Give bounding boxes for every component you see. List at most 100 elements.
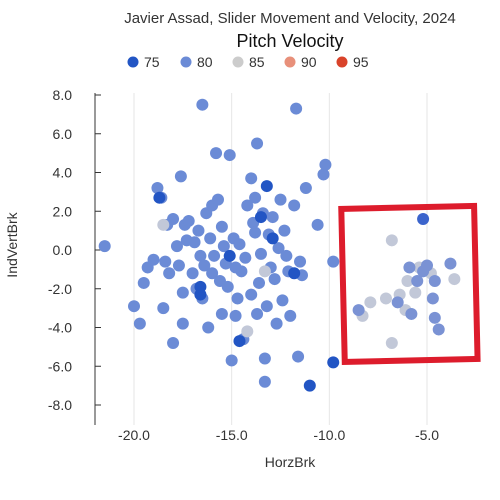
data-point: [223, 149, 236, 162]
data-point: [239, 251, 252, 264]
data-point: [233, 335, 246, 348]
data-point: [202, 321, 215, 334]
data-points: [98, 98, 461, 392]
data-point: [401, 275, 414, 287]
data-point: [303, 379, 316, 392]
data-point: [270, 317, 283, 330]
data-point: [385, 234, 398, 247]
data-point: [229, 309, 242, 322]
y-tick-label: -8.0: [48, 397, 72, 413]
data-point: [258, 265, 271, 278]
data-point: [280, 249, 293, 262]
data-point: [417, 213, 430, 225]
legend-label: 80: [197, 54, 213, 70]
data-point: [241, 199, 254, 212]
data-point: [153, 191, 166, 204]
legend-title: Pitch Velocity: [236, 31, 343, 51]
data-point: [151, 182, 164, 194]
data-point: [157, 218, 170, 231]
axes: 8.0 6.0 4.0 2.0 0.0 -2.0 -4.0 -6.0 -8.0 -20.0 -15.…: [48, 87, 439, 443]
data-point: [208, 249, 221, 262]
data-point: [245, 172, 258, 185]
data-point: [186, 267, 199, 280]
data-point: [249, 191, 262, 204]
y-tick-label: -6.0: [48, 358, 72, 374]
data-point: [274, 193, 287, 206]
y-tick-label: 2.0: [53, 203, 73, 219]
data-point: [133, 317, 146, 330]
data-point: [254, 247, 267, 260]
data-point: [210, 147, 223, 160]
legend-label: 75: [144, 54, 160, 70]
data-point: [194, 249, 207, 262]
x-tick-label: -10.0: [313, 427, 345, 443]
data-point: [428, 275, 441, 287]
data-point: [258, 352, 271, 365]
data-point: [288, 267, 301, 280]
data-point: [159, 255, 172, 268]
data-point: [204, 232, 217, 245]
data-point: [411, 275, 424, 287]
data-point: [251, 307, 264, 320]
chart-title: Javier Assad, Slider Movement and Veloci…: [124, 10, 456, 27]
data-point: [147, 253, 160, 266]
data-point: [266, 211, 279, 224]
legend-label: 90: [301, 54, 317, 70]
data-point: [188, 236, 201, 249]
data-point: [241, 325, 254, 338]
legend-marker: [284, 56, 296, 68]
data-point: [284, 309, 297, 322]
data-point: [229, 261, 242, 274]
y-tick-label: 0.0: [53, 242, 73, 258]
x-tick-label: -5.0: [415, 427, 439, 443]
data-point: [444, 257, 457, 270]
data-point: [211, 193, 224, 206]
y-axis-title: IndVertBrk: [4, 211, 20, 277]
data-point: [254, 211, 267, 224]
data-point: [163, 267, 176, 280]
data-point: [327, 356, 340, 369]
data-point: [167, 213, 180, 225]
data-point: [157, 302, 170, 315]
data-point: [217, 240, 230, 253]
data-point: [223, 249, 236, 262]
data-point: [379, 292, 392, 305]
data-point: [290, 102, 303, 115]
data-point: [299, 182, 312, 194]
data-point: [432, 323, 445, 336]
data-point: [405, 307, 418, 320]
data-point: [196, 98, 209, 111]
data-point: [311, 218, 324, 231]
data-point: [206, 267, 219, 280]
data-point: [403, 261, 416, 274]
highlight-box: [338, 202, 481, 365]
data-point: [233, 238, 246, 251]
y-tick-label: 4.0: [53, 165, 73, 181]
x-tick-label: -20.0: [118, 427, 150, 443]
legend-label: 85: [249, 54, 265, 70]
data-point: [288, 199, 301, 212]
data-point: [167, 337, 180, 349]
data-point: [448, 273, 461, 286]
data-point: [294, 255, 307, 268]
data-point: [245, 288, 258, 301]
data-point: [249, 226, 262, 239]
legend-marker: [336, 56, 348, 68]
legend-marker: [232, 56, 244, 68]
data-point: [198, 259, 211, 272]
data-point: [194, 280, 207, 293]
x-tick-label: -15.0: [216, 427, 248, 443]
data-point: [172, 259, 185, 272]
data-point: [385, 337, 398, 349]
y-tick-label: -4.0: [48, 320, 72, 336]
data-point: [176, 286, 189, 299]
legend-marker: [180, 56, 192, 68]
data-point: [319, 158, 332, 171]
x-axis-title: HorzBrk: [265, 454, 317, 470]
data-point: [268, 273, 281, 286]
data-point: [260, 300, 273, 313]
data-point: [176, 317, 189, 330]
legend-label: 95: [353, 54, 369, 70]
data-point: [391, 296, 404, 309]
